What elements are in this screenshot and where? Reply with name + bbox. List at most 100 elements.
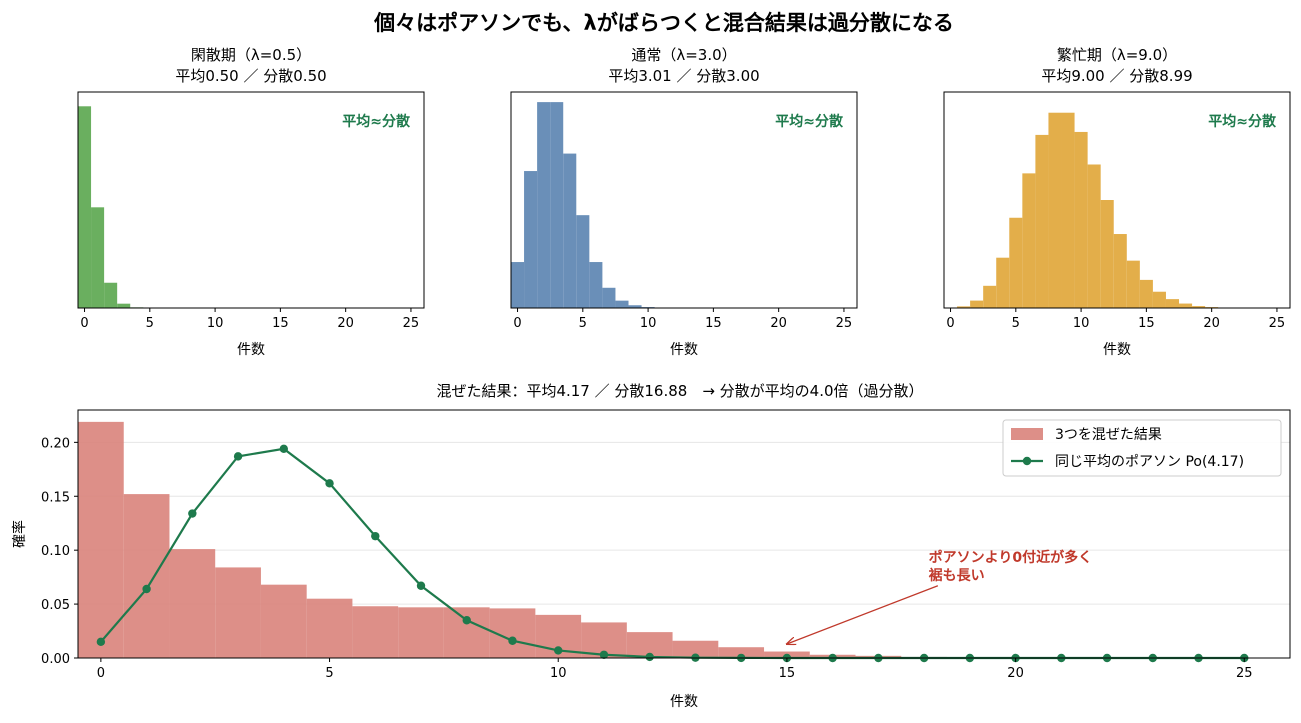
panel-busy-bar-13 — [1113, 234, 1127, 308]
panel-normal-frame — [510, 91, 858, 309]
panel-quiet-xticks: 0 5 10 15 20 25 — [80, 308, 419, 331]
panel-normal: 通常（λ=3.0） 平均3.01 ／ 分散3.00 0 5 10 15 20 25 平均≈… — [510, 46, 858, 358]
panel-quiet-xtick-label-10: 10 — [207, 316, 224, 331]
panel-normal-bar-3 — [550, 102, 564, 308]
panel-mixed-poisson-point-8 — [462, 616, 471, 625]
panel-mixed-bar-14 — [718, 647, 765, 658]
panel-busy-bars — [944, 112, 1245, 308]
panel-quiet-xtick-label-25: 25 — [403, 316, 420, 331]
panel-busy-bar-6 — [1022, 173, 1036, 308]
panel-mixed-xlabel: 件数 — [670, 694, 698, 710]
panel-busy-bar-12 — [1100, 200, 1114, 308]
panel-normal-bar-0 — [511, 262, 525, 308]
legend: 3つを混ぜた結果 同じ平均のポアソン Po(4.17) — [1002, 419, 1282, 477]
legend-label-mixed: 3つを混ぜた結果 — [1055, 427, 1162, 443]
panel-busy-xtick-label-25: 25 — [1269, 316, 1286, 331]
panel-quiet-bars — [78, 106, 157, 308]
panel-mixed-bar-8 — [443, 607, 490, 658]
panel-normal-bar-5 — [576, 215, 590, 308]
panel-normal-title-line2: 平均3.01 ／ 分散3.00 — [608, 67, 759, 85]
panel-busy-xtick-label-20: 20 — [1203, 316, 1220, 331]
panel-mixed-poisson-point-3 — [233, 452, 243, 461]
panel-mixed-bar-13 — [672, 640, 719, 658]
panel-busy-xtick-label-5: 5 — [1012, 316, 1020, 331]
panel-mixed-ytick-label-0.00: 0.00 — [41, 652, 70, 667]
annotation-line2: 裾も長い — [929, 567, 985, 584]
panel-normal-xtick-label-20: 20 — [770, 316, 787, 331]
panel-mixed-bar-5 — [306, 598, 353, 658]
panel-mixed-bar-6 — [352, 606, 399, 658]
panel-normal-bar-7 — [602, 287, 616, 308]
panel-busy-title-line2: 平均9.00 ／ 分散8.99 — [1041, 67, 1192, 85]
panel-quiet-bar-1 — [91, 207, 105, 308]
panel-busy-bar-16 — [1152, 291, 1166, 308]
panel-busy-bar-11 — [1087, 164, 1101, 308]
panel-mixed-ytick-label-0.15: 0.15 — [41, 490, 70, 505]
panel-quiet-title-line1: 閑散期（λ=0.5） — [191, 46, 311, 64]
panel-mixed-poisson-point-1 — [142, 584, 151, 594]
panel-mixed-yticks: 0.00 0.05 0.10 0.15 0.20 — [41, 436, 78, 667]
panel-mixed-poisson-point-10 — [554, 646, 563, 655]
panel-quiet: 閑散期（λ=0.5） 平均0.50 ／ 分散0.50 0 5 10 15 20 25 平均… — [77, 46, 425, 358]
panel-busy-bar-1 — [957, 306, 971, 308]
panel-mixed-ytick-label-0.20: 0.20 — [41, 436, 70, 451]
panel-normal-xticks: 0 5 10 15 20 25 — [513, 308, 852, 331]
panel-mixed-poisson-point-12 — [645, 652, 654, 662]
panel-mixed-ytick-label-0.10: 0.10 — [41, 544, 70, 559]
panel-mixed-frame — [77, 409, 1291, 659]
panel-mixed-xtick-label-5: 5 — [325, 666, 333, 681]
figure-suptitle: 個々はポアソンでも、λがばらつくと混合結果は過分散になる — [373, 11, 954, 35]
panel-mixed-bar-7 — [398, 607, 444, 658]
panel-busy-xtick-label-0: 0 — [946, 316, 954, 331]
legend-swatch-mixed — [1011, 428, 1043, 440]
panel-normal-bar-1 — [524, 171, 538, 308]
panel-quiet-xtick-label-15: 15 — [272, 316, 289, 331]
legend-label-poisson: 同じ平均のポアソン Po(4.17) — [1055, 454, 1244, 470]
panel-quiet-note: 平均≈分散 — [342, 113, 411, 130]
panel-quiet-bar-3 — [117, 303, 131, 308]
panel-mixed-xticks: 0 5 10 15 20 25 — [97, 658, 1253, 681]
panel-busy-title-line1: 繁忙期（λ=9.0） — [1057, 46, 1177, 64]
panel-quiet-xlabel: 件数 — [237, 342, 265, 358]
panel-mixed-poisson-point-0 — [96, 637, 106, 647]
panel-mixed-bar-2 — [169, 549, 216, 658]
annotation-line1: ポアソンより0付近が多く — [929, 549, 1092, 566]
panel-normal-xtick-label-10: 10 — [640, 316, 657, 331]
annotation-arrow — [787, 585, 939, 644]
panel-busy-bar-10 — [1074, 131, 1088, 308]
panel-quiet-xtick-label-0: 0 — [80, 316, 88, 331]
panel-mixed-xtick-label-10: 10 — [550, 666, 567, 681]
panel-mixed-xtick-label-25: 25 — [1236, 666, 1253, 681]
panel-mixed-xtick-label-15: 15 — [779, 666, 796, 681]
panel-busy-bar-3 — [983, 285, 997, 308]
panel-normal-xtick-label-15: 15 — [705, 316, 722, 331]
panel-quiet-title-line2: 平均0.50 ／ 分散0.50 — [175, 67, 326, 85]
panel-mixed-poisson-point-9 — [508, 636, 517, 645]
panel-busy-bar-9 — [1061, 112, 1075, 308]
panel-mixed-poisson-point-6 — [371, 531, 380, 541]
legend-swatch-poisson-marker — [1022, 456, 1032, 466]
panel-mixed-title: 混ぜた結果：平均4.17 ／ 分散16.88 → 分散が平均の4.0倍（過分散） — [436, 382, 923, 400]
panel-busy-bar-17 — [1165, 299, 1180, 308]
panel-busy: 繁忙期（λ=9.0） 平均9.00 ／ 分散8.99 0 5 10 15 20 25 平均… — [943, 46, 1291, 358]
panel-normal-note: 平均≈分散 — [775, 113, 844, 130]
panel-mixed-xtick-label-20: 20 — [1007, 666, 1024, 681]
panel-busy-xtick-label-15: 15 — [1138, 316, 1155, 331]
panel-busy-xtick-label-10: 10 — [1073, 316, 1090, 331]
panel-normal-bar-2 — [537, 102, 551, 308]
panel-busy-xticks: 0 5 10 15 20 25 — [946, 308, 1285, 331]
panel-normal-xtick-label-25: 25 — [836, 316, 853, 331]
panel-busy-bar-14 — [1126, 260, 1140, 308]
panel-mixed-poisson-point-4 — [279, 444, 289, 454]
panel-normal-bar-6 — [589, 262, 603, 308]
panel-normal-bars — [511, 102, 668, 308]
panel-normal-xtick-label-0: 0 — [513, 316, 521, 331]
panel-mixed: 混ぜた結果：平均4.17 ／ 分散16.88 → 分散が平均の4.0倍（過分散）… — [11, 382, 1291, 710]
panel-busy-bar-2 — [970, 300, 984, 308]
panel-mixed-ylabel: 確率 — [11, 520, 28, 548]
panel-quiet-xtick-label-5: 5 — [146, 316, 154, 331]
panel-mixed-bar-4 — [260, 584, 307, 658]
panel-mixed-poisson-point-7 — [416, 581, 426, 590]
annotation: ポアソンより0付近が多く 裾も長い — [787, 549, 1092, 644]
